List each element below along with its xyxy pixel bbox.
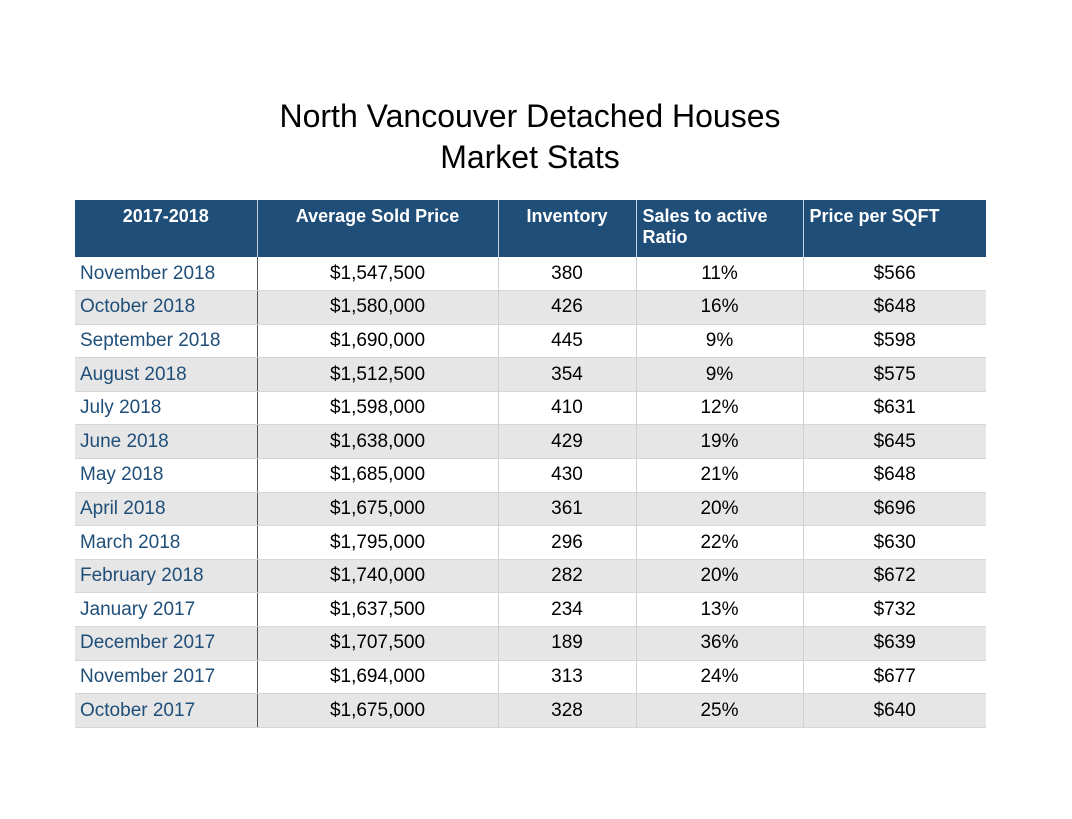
cell-sales-ratio: 19%	[635, 424, 803, 460]
cell-month: May 2018	[75, 458, 258, 493]
cell-inventory: 328	[497, 693, 636, 728]
cell-average-sold-price: $1,638,000	[256, 424, 498, 460]
cell-price-per-sqft: $645	[802, 424, 986, 460]
table-row: October 2017 $1,675,000 328 25% $640	[75, 693, 986, 728]
cell-inventory: 354	[497, 357, 636, 392]
cell-sales-ratio: 25%	[635, 693, 803, 728]
cell-inventory: 313	[497, 660, 636, 695]
cell-price-per-sqft: $566	[802, 257, 986, 292]
cell-inventory: 426	[497, 290, 636, 325]
market-stats-table: 2017-2018 Average Sold Price Inventory S…	[75, 200, 986, 728]
table-row: April 2018 $1,675,000 361 20% $696	[75, 492, 986, 527]
cell-month: February 2018	[75, 559, 258, 594]
cell-month: October 2018	[75, 290, 258, 325]
cell-month: April 2018	[75, 492, 258, 527]
table-row: May 2018 $1,685,000 430 21% $648	[75, 458, 986, 493]
cell-average-sold-price: $1,598,000	[256, 391, 498, 426]
table-row: January 2017 $1,637,500 234 13% $732	[75, 592, 986, 628]
cell-price-per-sqft: $631	[802, 391, 986, 426]
cell-month: September 2018	[75, 324, 258, 359]
cell-average-sold-price: $1,707,500	[256, 626, 498, 661]
cell-price-per-sqft: $648	[802, 290, 986, 325]
cell-month: December 2017	[75, 626, 258, 661]
cell-average-sold-price: $1,675,000	[256, 492, 498, 527]
cell-month: August 2018	[75, 357, 258, 392]
cell-sales-ratio: 11%	[635, 257, 803, 292]
table-row: November 2018 $1,547,500 380 11% $566	[75, 257, 986, 292]
cell-inventory: 189	[497, 626, 636, 661]
cell-sales-ratio: 16%	[635, 290, 803, 325]
cell-average-sold-price: $1,740,000	[256, 559, 498, 594]
table-row: July 2018 $1,598,000 410 12% $631	[75, 391, 986, 426]
cell-month: November 2018	[75, 257, 258, 292]
cell-month: March 2018	[75, 525, 258, 560]
header-sales-to-active-ratio: Sales to active Ratio	[635, 200, 803, 257]
cell-price-per-sqft: $640	[802, 693, 986, 728]
cell-month: July 2018	[75, 391, 258, 426]
cell-month: January 2017	[75, 592, 258, 628]
cell-inventory: 282	[497, 559, 636, 594]
table-row: September 2018 $1,690,000 445 9% $598	[75, 324, 986, 359]
cell-price-per-sqft: $648	[802, 458, 986, 493]
table-row: February 2018 $1,740,000 282 20% $672	[75, 559, 986, 594]
cell-inventory: 429	[497, 424, 636, 460]
header-row: 2017-2018 Average Sold Price Inventory S…	[75, 200, 986, 257]
table-row: June 2018 $1,638,000 429 19% $645	[75, 424, 986, 460]
cell-sales-ratio: 20%	[635, 559, 803, 594]
header-inventory: Inventory	[497, 200, 636, 257]
title-line-1: North Vancouver Detached Houses	[279, 98, 781, 134]
table-row: November 2017 $1,694,000 313 24% $677	[75, 660, 986, 695]
page-title: North Vancouver Detached Houses Market S…	[0, 96, 1060, 178]
cell-price-per-sqft: $732	[802, 592, 986, 628]
cell-sales-ratio: 9%	[635, 357, 803, 392]
cell-sales-ratio: 22%	[635, 525, 803, 560]
table-row: October 2018 $1,580,000 426 16% $648	[75, 290, 986, 325]
header-average-sold-price: Average Sold Price	[256, 200, 498, 257]
cell-sales-ratio: 9%	[635, 324, 803, 359]
cell-price-per-sqft: $639	[802, 626, 986, 661]
cell-sales-ratio: 12%	[635, 391, 803, 426]
cell-sales-ratio: 21%	[635, 458, 803, 493]
cell-average-sold-price: $1,795,000	[256, 525, 498, 560]
cell-inventory: 430	[497, 458, 636, 493]
cell-average-sold-price: $1,637,500	[256, 592, 498, 628]
cell-inventory: 234	[497, 592, 636, 628]
cell-average-sold-price: $1,675,000	[256, 693, 498, 728]
cell-price-per-sqft: $677	[802, 660, 986, 695]
cell-sales-ratio: 20%	[635, 492, 803, 527]
cell-average-sold-price: $1,690,000	[256, 324, 498, 359]
cell-price-per-sqft: $575	[802, 357, 986, 392]
cell-sales-ratio: 24%	[635, 660, 803, 695]
cell-inventory: 410	[497, 391, 636, 426]
cell-inventory: 445	[497, 324, 636, 359]
table-row: December 2017 $1,707,500 189 36% $639	[75, 626, 986, 661]
cell-sales-ratio: 36%	[635, 626, 803, 661]
cell-price-per-sqft: $696	[802, 492, 986, 527]
cell-sales-ratio: 13%	[635, 592, 803, 628]
cell-price-per-sqft: $672	[802, 559, 986, 594]
table-row: August 2018 $1,512,500 354 9% $575	[75, 357, 986, 392]
table-row: March 2018 $1,795,000 296 22% $630	[75, 525, 986, 560]
cell-inventory: 361	[497, 492, 636, 527]
cell-price-per-sqft: $598	[802, 324, 986, 359]
cell-month: June 2018	[75, 424, 258, 460]
cell-inventory: 380	[497, 257, 636, 292]
header-period: 2017-2018	[75, 200, 257, 257]
cell-average-sold-price: $1,694,000	[256, 660, 498, 695]
cell-average-sold-price: $1,547,500	[256, 257, 498, 292]
cell-inventory: 296	[497, 525, 636, 560]
cell-average-sold-price: $1,580,000	[256, 290, 498, 325]
header-price-per-sqft: Price per SQFT	[802, 200, 986, 257]
cell-average-sold-price: $1,685,000	[256, 458, 498, 493]
cell-month: October 2017	[75, 693, 258, 728]
title-line-2: Market Stats	[440, 139, 620, 175]
cell-month: November 2017	[75, 660, 258, 695]
cell-price-per-sqft: $630	[802, 525, 986, 560]
cell-average-sold-price: $1,512,500	[256, 357, 498, 392]
